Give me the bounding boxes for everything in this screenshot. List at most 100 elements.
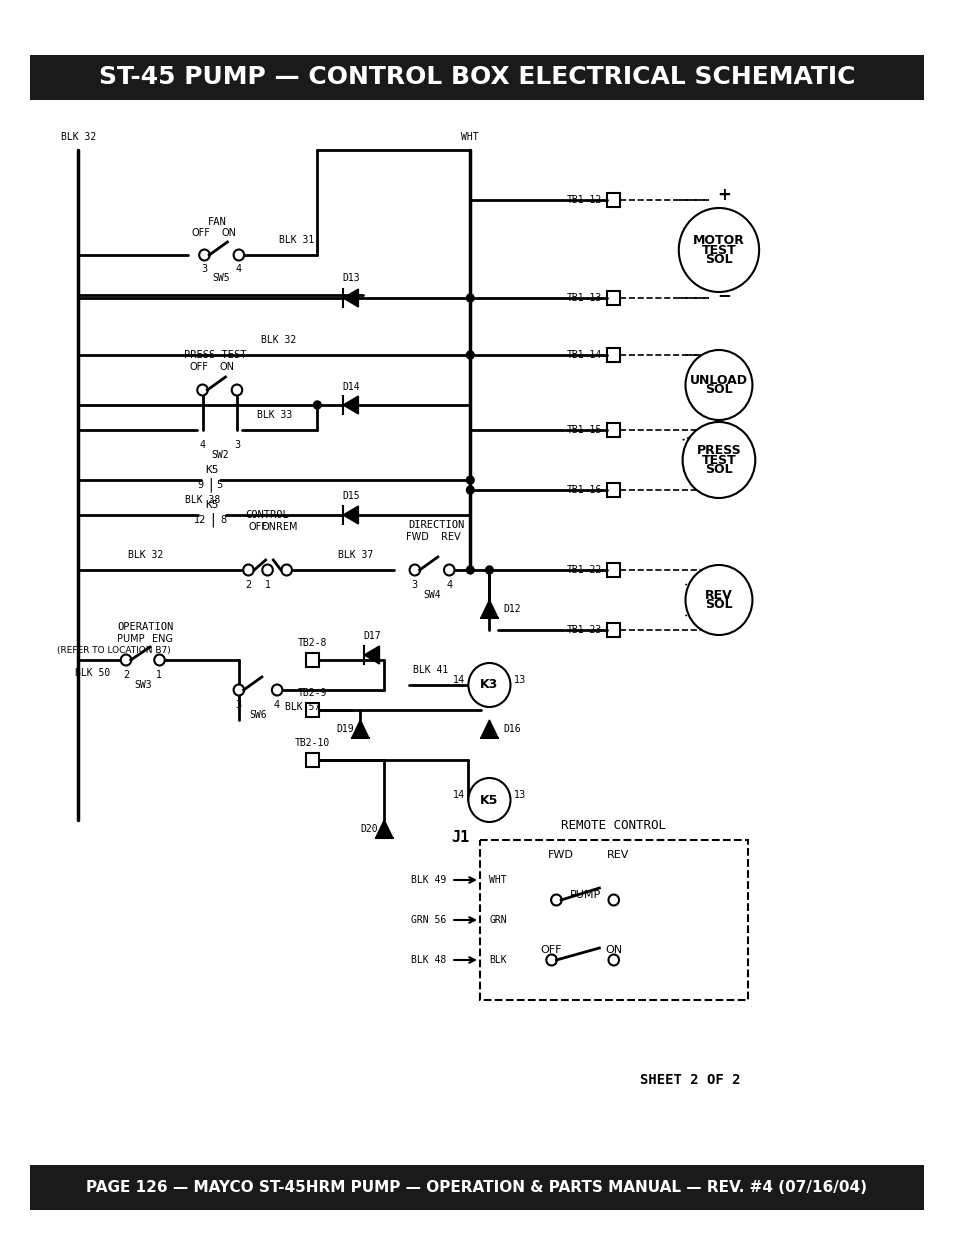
Bar bbox=[606, 622, 619, 637]
Circle shape bbox=[232, 384, 242, 395]
Text: 4: 4 bbox=[235, 264, 242, 274]
Text: DIRECTION: DIRECTION bbox=[408, 520, 464, 530]
Text: BLK 41: BLK 41 bbox=[413, 664, 448, 676]
Bar bbox=[606, 563, 619, 577]
Bar bbox=[306, 703, 319, 718]
Text: ENG: ENG bbox=[152, 634, 172, 643]
Text: D16: D16 bbox=[503, 724, 521, 734]
Polygon shape bbox=[343, 506, 358, 524]
Circle shape bbox=[281, 564, 292, 576]
Text: D15: D15 bbox=[341, 492, 359, 501]
Text: WHT: WHT bbox=[461, 132, 478, 142]
Text: BLK 31: BLK 31 bbox=[278, 235, 314, 245]
Polygon shape bbox=[375, 820, 393, 839]
Text: BLK 33: BLK 33 bbox=[256, 410, 292, 420]
Text: MOTOR: MOTOR bbox=[692, 233, 744, 247]
Text: UNLOAD: UNLOAD bbox=[689, 373, 747, 387]
Circle shape bbox=[262, 564, 273, 576]
Text: TB2-9: TB2-9 bbox=[297, 688, 327, 698]
Text: CONTROL: CONTROL bbox=[246, 510, 289, 520]
Text: 3: 3 bbox=[233, 440, 240, 450]
Text: BLK 37: BLK 37 bbox=[337, 550, 373, 559]
Circle shape bbox=[466, 566, 474, 574]
Text: OFF: OFF bbox=[249, 522, 267, 532]
Bar bbox=[306, 753, 319, 767]
Text: BLK 32: BLK 32 bbox=[261, 335, 296, 345]
Text: SOL: SOL bbox=[704, 253, 732, 267]
Text: D12: D12 bbox=[503, 604, 521, 614]
Text: K5: K5 bbox=[205, 466, 218, 475]
Text: 2: 2 bbox=[123, 671, 129, 680]
Circle shape bbox=[466, 351, 474, 359]
Circle shape bbox=[199, 249, 210, 261]
Text: SW2: SW2 bbox=[211, 450, 229, 459]
Text: 13: 13 bbox=[514, 676, 526, 685]
Text: D20: D20 bbox=[360, 824, 377, 834]
Text: SW3: SW3 bbox=[134, 680, 152, 690]
Bar bbox=[606, 291, 619, 305]
Text: BLK 48: BLK 48 bbox=[411, 955, 446, 965]
Text: PRESS: PRESS bbox=[696, 443, 740, 457]
Circle shape bbox=[197, 384, 208, 395]
Text: TB1-14: TB1-14 bbox=[566, 350, 601, 359]
Text: 5: 5 bbox=[216, 480, 223, 490]
Text: REV: REV bbox=[607, 850, 629, 860]
Text: K3: K3 bbox=[479, 678, 498, 692]
Circle shape bbox=[272, 684, 282, 695]
Circle shape bbox=[485, 566, 493, 574]
Text: PUMP: PUMP bbox=[569, 890, 600, 900]
Text: TB1-16: TB1-16 bbox=[566, 485, 601, 495]
Text: TB1-22: TB1-22 bbox=[566, 564, 601, 576]
Text: |: | bbox=[210, 513, 214, 527]
Text: SW6: SW6 bbox=[249, 710, 267, 720]
Text: BLK 50: BLK 50 bbox=[75, 668, 110, 678]
Text: TEST: TEST bbox=[700, 243, 736, 257]
Text: PAGE 126 — MAYCO ST-45HRM PUMP — OPERATION & PARTS MANUAL — REV. #4 (07/16/04): PAGE 126 — MAYCO ST-45HRM PUMP — OPERATI… bbox=[87, 1179, 866, 1195]
Text: SOL: SOL bbox=[704, 599, 732, 611]
Text: REM: REM bbox=[275, 522, 297, 532]
Circle shape bbox=[682, 422, 755, 498]
Text: BLK: BLK bbox=[489, 955, 507, 965]
Text: −: − bbox=[717, 287, 730, 304]
Circle shape bbox=[468, 663, 510, 706]
Text: FWD: FWD bbox=[548, 850, 574, 860]
Text: (REFER TO LOCATION B7): (REFER TO LOCATION B7) bbox=[57, 646, 171, 655]
Circle shape bbox=[466, 487, 474, 494]
Text: TB2-8: TB2-8 bbox=[297, 638, 327, 648]
Text: ON: ON bbox=[604, 945, 621, 955]
Text: 1: 1 bbox=[264, 580, 271, 590]
Text: K5: K5 bbox=[205, 500, 218, 510]
Circle shape bbox=[468, 778, 510, 823]
Text: D13: D13 bbox=[341, 273, 359, 283]
Text: OFF: OFF bbox=[189, 362, 208, 372]
Bar bbox=[306, 653, 319, 667]
Text: 1: 1 bbox=[156, 671, 162, 680]
Text: 4: 4 bbox=[446, 580, 452, 590]
Text: 8: 8 bbox=[220, 515, 227, 525]
Text: REV: REV bbox=[704, 589, 732, 601]
Bar bbox=[606, 483, 619, 496]
Text: D17: D17 bbox=[362, 631, 380, 641]
Text: 14: 14 bbox=[453, 790, 464, 800]
Text: TB1-15: TB1-15 bbox=[566, 425, 601, 435]
Text: SOL: SOL bbox=[704, 463, 732, 477]
Circle shape bbox=[551, 894, 561, 905]
Text: PRESS TEST: PRESS TEST bbox=[184, 350, 246, 359]
Text: SW5: SW5 bbox=[213, 273, 231, 283]
Circle shape bbox=[466, 294, 474, 303]
Text: OFF: OFF bbox=[540, 945, 561, 955]
Circle shape bbox=[608, 955, 618, 966]
Text: GRN 56: GRN 56 bbox=[411, 915, 446, 925]
Bar bbox=[606, 348, 619, 362]
Text: TB2-10: TB2-10 bbox=[294, 739, 330, 748]
Text: FWD: FWD bbox=[406, 532, 429, 542]
Circle shape bbox=[243, 564, 253, 576]
Circle shape bbox=[685, 350, 752, 420]
Text: TB1-12: TB1-12 bbox=[566, 195, 601, 205]
Text: 3: 3 bbox=[235, 700, 242, 710]
Circle shape bbox=[409, 564, 419, 576]
Text: 13: 13 bbox=[514, 790, 526, 800]
Circle shape bbox=[466, 475, 474, 484]
Bar bbox=[30, 56, 923, 100]
Circle shape bbox=[314, 401, 321, 409]
